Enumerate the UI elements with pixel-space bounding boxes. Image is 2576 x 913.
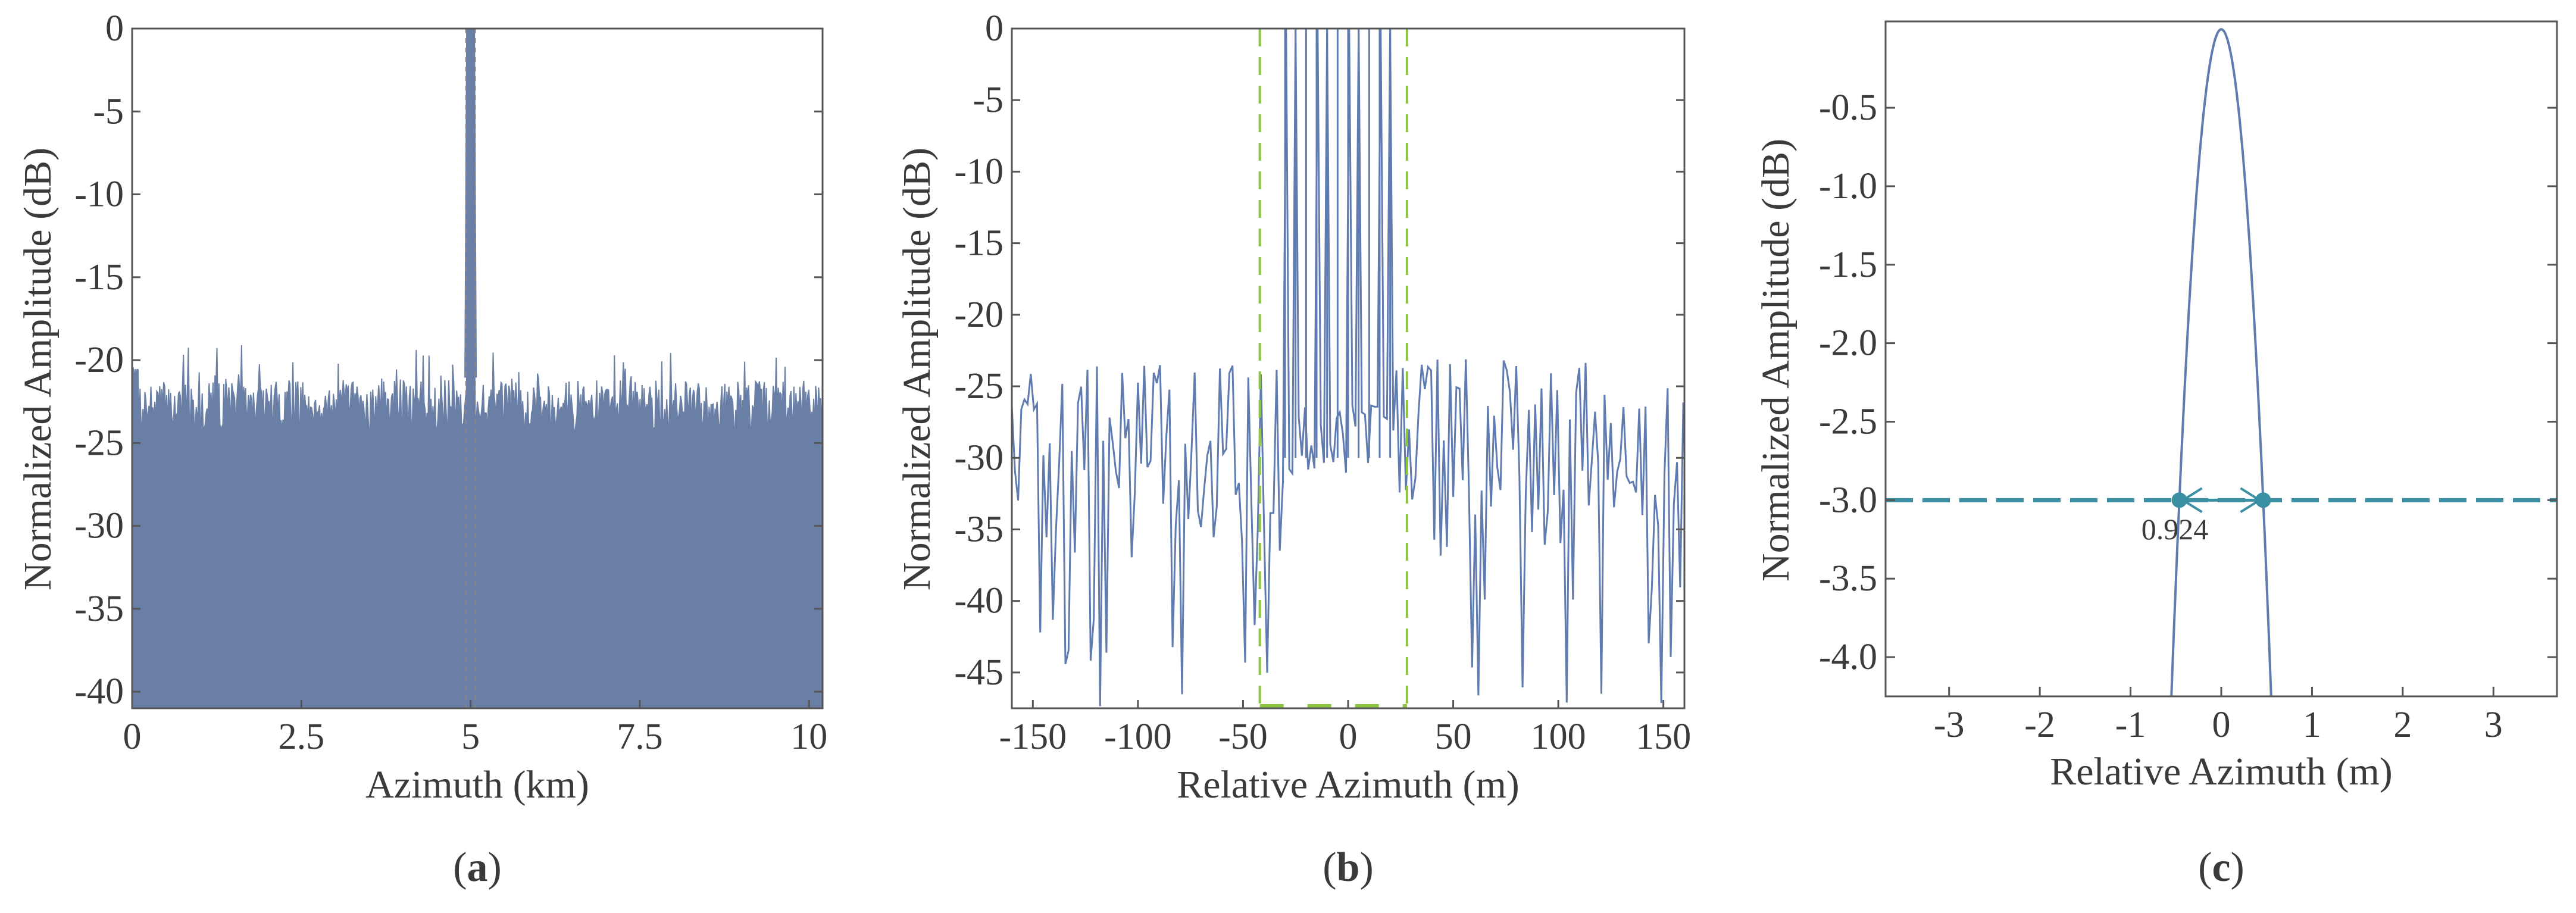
panel-b-y-tick-label: -35 [954,509,1003,549]
panel-b-y-tick-label: -40 [954,581,1003,621]
panel-c-width-annotation: 0.924 [2142,512,2209,546]
panel-a-y-tick-label: -15 [74,257,124,298]
panel-a-caption-letter: a [467,845,488,890]
panel-a-amplitude-area [132,29,823,708]
panel-a-x-tick-label: 5 [461,717,480,757]
panel-a-frame [131,27,824,709]
panel-a-y-tick-label: 0 [105,8,124,49]
panel-b-x-tick-label: 0 [1339,717,1358,757]
panel-a-plot-area [132,29,823,708]
panel-a-y-axis-label: Normalized Amplitude (dB) [16,148,60,590]
panel-b-caption-open: ( [1323,845,1336,890]
panel-a-y-tick-label: -10 [74,174,124,215]
panel-c-x-axis-label: Relative Azimuth (m) [2050,750,2393,793]
panel-b-y-ticks: 0 -5 -10 -15 -20 -25 -30 -35 -40 -45 [954,8,1684,693]
panel-a-x-tick-label: 10 [790,717,827,757]
panel-b-x-ticks: -150 -100 -50 0 50 100 150 [999,700,1691,757]
panel-c-y-tick-label: -2.0 [1819,323,1877,364]
panel-c-caption-letter: c [2212,845,2230,890]
panel-a-x-tick-label: 2.5 [279,717,325,757]
panel-c-y-tick-label: -2.5 [1819,401,1877,442]
panel-b-x-tick-label: -150 [999,717,1067,757]
panel-b-x-tick-label: -50 [1218,717,1268,757]
panel-b-y-tick-label: -25 [954,366,1003,407]
panel-c-caption-close: ) [2231,845,2244,890]
panel-b-y-tick-label: -5 [973,80,1003,120]
panel-b-y-tick-label: 0 [985,8,1003,49]
panel-b-x-tick-label: -100 [1104,717,1172,757]
panel-c-width-point-left [2171,492,2187,508]
panel-b-caption: (b) [1323,845,1374,890]
panel-a-y-tick-label: -40 [74,671,124,712]
panel-a-caption-close: ) [488,845,502,890]
panel-c-x-tick-label: -1 [2115,705,2146,745]
panel-c-y-tick-label: -3.0 [1819,480,1877,520]
panel-c-caption-open: ( [2198,845,2212,890]
panel-a-x-tick-label: 7.5 [617,717,663,757]
chart-panel-a: 0 2.5 5 7.5 10 0 -5 -10 -15 -20 -25 -30 -35 -40 Azim… [16,8,827,890]
panel-b-y-tick-label: -10 [954,151,1003,192]
panel-c-y-axis-label: Normalized Amplitude (dB) [1754,139,1797,581]
panel-c-y-tick-label: -1.0 [1819,166,1877,207]
panel-c-x-tick-label: -2 [2024,705,2055,745]
panel-c-y-tick-label: -0.5 [1819,87,1877,128]
panel-b-y-tick-label: -15 [954,223,1003,264]
panel-a-caption-open: ( [453,845,467,890]
panel-c-y-tick-label: -1.5 [1819,245,1877,285]
panel-a-caption: (a) [453,845,502,890]
panel-c-y-tick-label: -3.5 [1819,558,1877,599]
panel-c-x-ticks: -3 -2 -1 0 1 2 3 [1934,687,2503,745]
panel-a-y-tick-label: -25 [74,423,124,463]
panel-b-plot-area [1012,29,1684,706]
panel-c-x-tick-label: 0 [2212,705,2231,745]
panel-c-caption: (c) [2198,845,2244,890]
panel-a-x-tick-label: 0 [123,717,142,757]
panel-b-y-tick-label: -45 [954,652,1003,693]
panel-a-y-tick-label: -5 [93,91,124,132]
panel-b-y-tick-label: -20 [954,295,1003,335]
panel-b-window-markers [1258,29,1408,708]
panel-a-x-ticks: 0 2.5 5 7.5 10 [123,700,827,757]
panel-a-x-axis-label: Azimuth (km) [365,763,589,806]
panel-c-y-tick-label: -4.0 [1819,637,1877,677]
panel-b-x-tick-label: 150 [1636,717,1691,757]
chart-panel-c: -3 -2 -1 0 1 2 3 -0.5-1.0-1.5-2.0-2.5-3.0-3.5-… [1754,20,2558,890]
panel-a-y-tick-label: -35 [74,589,124,629]
panel-c-width-point-right [2255,492,2271,508]
panel-b-caption-letter: b [1337,845,1360,890]
panel-a-y-ticks: 0 -5 -10 -15 -20 -25 -30 -35 -40 [74,8,823,712]
panel-b-y-tick-label: -30 [954,437,1003,478]
panel-a-y-tick-label: -20 [74,340,124,380]
panel-c-mainlobe-line [2170,28,2272,696]
panel-b-x-tick-label: 50 [1435,717,1472,757]
panel-a-reference-lines [465,29,476,708]
panel-c-frame [1884,20,2558,698]
panel-c-x-tick-label: 3 [2484,705,2503,745]
panel-b-y-axis-label: Normalized Amplitude (dB) [895,148,939,590]
panel-b-x-axis-label: Relative Azimuth (m) [1177,763,1520,806]
panel-c-x-tick-label: 2 [2393,705,2412,745]
panel-b-x-tick-label: 100 [1531,717,1586,757]
panel-c-plot-area [1886,28,2557,696]
panel-c-y-ticks: -0.5 -1.0 -1.5 -2.0 -2.5 -3.0 -3.5 -4.0 [1819,87,2557,677]
panel-c-x-tick-label: 1 [2303,705,2321,745]
panel-c-x-tick-label: -3 [1934,705,1965,745]
panel-b-caption-close: ) [1359,845,1373,890]
chart-panel-b: -150 -100 -50 0 50 100 150 0 -5 -10 -15 -20 -25 -30 -… [895,8,1691,890]
panel-a-peak [464,29,477,378]
panel-a-y-tick-label: -30 [74,506,124,546]
